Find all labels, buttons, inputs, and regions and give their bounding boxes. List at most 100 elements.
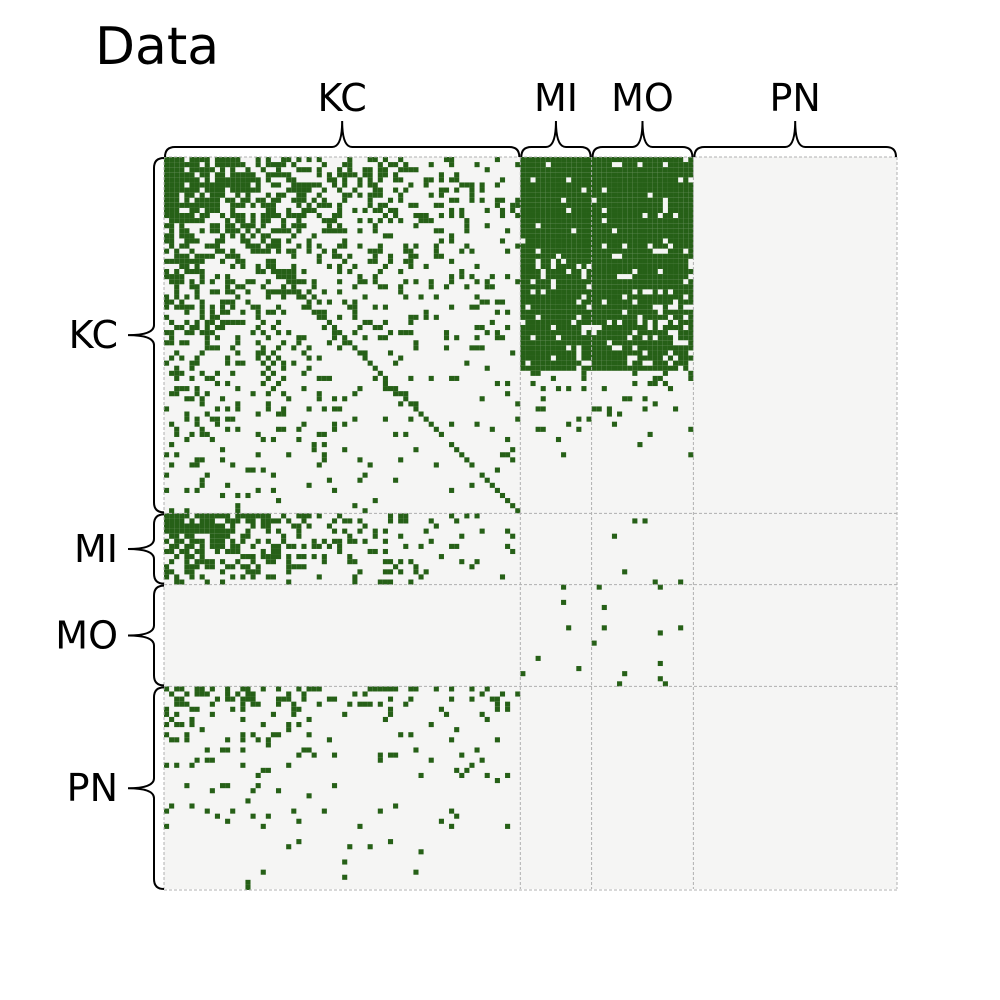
adjacency-cell <box>245 467 251 473</box>
adjacency-cell <box>449 197 455 203</box>
adjacency-cell <box>204 212 210 219</box>
adjacency-cell <box>601 233 607 239</box>
adjacency-cell <box>265 375 271 381</box>
adjacency-cell <box>235 513 241 519</box>
adjacency-cell <box>306 365 312 371</box>
adjacency-cell <box>683 319 689 325</box>
adjacency-cell <box>342 172 348 178</box>
adjacency-cell <box>286 844 292 850</box>
adjacency-cell <box>219 579 226 585</box>
adjacency-cell <box>525 218 531 224</box>
adjacency-cell <box>250 788 256 794</box>
adjacency-cell <box>250 569 256 575</box>
adjacency-cell <box>240 696 246 702</box>
adjacency-cell <box>164 157 170 163</box>
adjacency-cell <box>296 243 302 249</box>
adjacency-cell <box>449 157 455 163</box>
adjacency-cell <box>622 340 628 346</box>
adjacency-cell <box>662 294 668 300</box>
adjacency-cell <box>550 233 556 239</box>
adjacency-cell <box>540 406 546 412</box>
adjacency-cell <box>174 172 180 178</box>
adjacency-cell <box>372 187 378 193</box>
adjacency-cell <box>586 223 592 229</box>
adjacency-cell <box>235 503 241 509</box>
adjacency-cell <box>566 304 572 310</box>
adjacency-cell <box>174 762 180 768</box>
adjacency-cell <box>225 513 231 519</box>
adjacency-cell <box>357 457 363 463</box>
adjacency-cell <box>494 202 500 208</box>
adjacency-cell <box>601 274 607 280</box>
adjacency-cell <box>652 157 658 163</box>
adjacency-cell <box>454 543 460 549</box>
adjacency-cell <box>637 330 643 336</box>
left-brace <box>127 686 165 890</box>
adjacency-cell <box>194 421 200 427</box>
adjacency-cell <box>316 299 322 305</box>
adjacency-cell <box>561 228 567 234</box>
adjacency-cell <box>337 212 343 219</box>
adjacency-cell <box>337 228 343 234</box>
adjacency-cell <box>688 268 694 275</box>
adjacency-cell <box>464 182 470 188</box>
adjacency-cell <box>408 182 414 188</box>
adjacency-cell <box>260 248 266 254</box>
adjacency-cell <box>443 157 450 163</box>
adjacency-cell <box>372 498 378 504</box>
adjacency-cell <box>235 192 241 198</box>
adjacency-cell <box>250 248 256 254</box>
adjacency-cell <box>591 263 597 269</box>
adjacency-cell <box>632 284 638 290</box>
adjacency-cell <box>561 167 567 173</box>
adjacency-cell <box>581 314 587 320</box>
adjacency-cell <box>601 330 607 336</box>
adjacency-cell <box>184 416 190 422</box>
adjacency-cell <box>586 294 592 300</box>
adjacency-cell <box>255 314 261 320</box>
adjacency-cell <box>255 569 261 575</box>
adjacency-cell <box>678 212 684 219</box>
adjacency-cell <box>678 289 684 295</box>
adjacency-cell <box>357 192 363 198</box>
adjacency-cell <box>270 487 276 493</box>
adjacency-cell <box>673 182 679 188</box>
adjacency-cell <box>377 686 383 692</box>
adjacency-cell <box>652 258 658 264</box>
adjacency-cell <box>596 360 602 366</box>
adjacency-cell <box>611 202 618 208</box>
adjacency-cell <box>179 233 185 239</box>
adjacency-cell <box>454 187 460 193</box>
adjacency-cell <box>667 309 674 315</box>
adjacency-cell <box>530 309 536 315</box>
adjacency-cell <box>576 340 582 346</box>
adjacency-cell <box>611 263 618 269</box>
adjacency-cell <box>642 518 648 524</box>
adjacency-cell <box>617 350 623 356</box>
adjacency-cell <box>642 228 648 234</box>
adjacency-cell <box>169 513 175 519</box>
adjacency-cell <box>617 177 623 183</box>
adjacency-cell <box>561 355 567 361</box>
adjacency-cell <box>230 263 236 269</box>
adjacency-cell <box>606 238 612 244</box>
adjacency-cell <box>219 233 226 239</box>
adjacency-cell <box>601 258 607 264</box>
adjacency-cell <box>413 747 419 753</box>
adjacency-cell <box>530 248 536 254</box>
adjacency-cell <box>372 365 378 371</box>
adjacency-cell <box>571 167 577 173</box>
adjacency-cell <box>545 274 551 280</box>
adjacency-cell <box>591 192 597 198</box>
adjacency-cell <box>235 360 241 366</box>
adjacency-cell <box>505 309 511 315</box>
adjacency-cell <box>540 340 546 346</box>
adjacency-cell <box>382 263 388 269</box>
adjacency-cell <box>449 737 455 743</box>
adjacency-cell <box>505 380 511 387</box>
adjacency-cell <box>199 253 205 259</box>
adjacency-cell <box>169 238 175 244</box>
adjacency-cell <box>673 207 679 213</box>
adjacency-cell <box>270 548 276 555</box>
adjacency-cell <box>433 294 439 300</box>
